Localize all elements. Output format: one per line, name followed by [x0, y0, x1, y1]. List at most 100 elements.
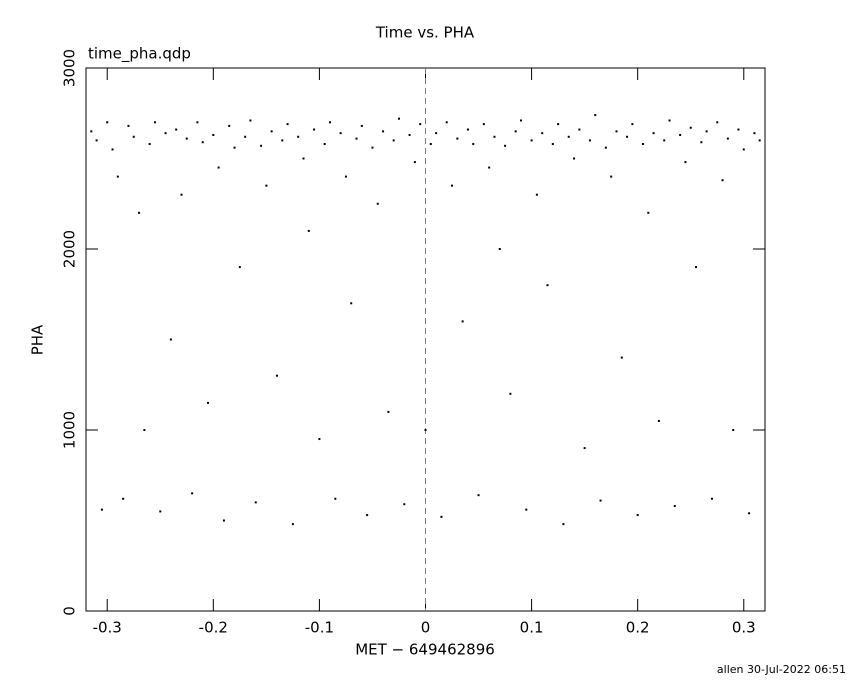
point	[344, 175, 347, 178]
footer: allen 30-Jul-2022 06:51	[717, 663, 846, 676]
point	[583, 447, 586, 450]
point	[329, 121, 332, 124]
point	[695, 266, 698, 269]
point	[413, 161, 416, 164]
point	[504, 144, 507, 147]
point	[222, 519, 225, 522]
point	[355, 137, 358, 140]
y-tick-label: 0	[61, 606, 79, 616]
point	[700, 141, 703, 144]
x-tick-label: -0.3	[93, 619, 122, 637]
point	[419, 123, 422, 126]
x-tick-label: 0.2	[626, 619, 650, 637]
point	[297, 135, 300, 138]
point	[466, 128, 469, 131]
point	[159, 510, 162, 513]
point	[461, 320, 464, 323]
point	[318, 438, 321, 441]
point	[641, 143, 644, 146]
point	[339, 132, 342, 135]
chart-title: Time vs. PHA	[375, 24, 475, 42]
point	[753, 132, 756, 135]
point	[249, 119, 252, 122]
point	[265, 184, 268, 187]
point	[684, 161, 687, 164]
point	[509, 392, 512, 395]
point	[275, 374, 278, 377]
point	[578, 128, 581, 131]
point	[360, 124, 363, 127]
point	[435, 132, 438, 135]
point	[721, 179, 724, 182]
chart-subtitle: time_pha.qdp	[88, 45, 191, 64]
y-tick-label: 2000	[61, 230, 79, 268]
point	[286, 123, 289, 126]
point	[604, 146, 607, 149]
x-tick-label: 0	[421, 619, 431, 637]
point	[541, 132, 544, 135]
point	[254, 501, 257, 504]
point	[185, 137, 188, 140]
point	[732, 429, 735, 431]
point	[376, 202, 379, 205]
point	[546, 284, 549, 287]
point	[710, 497, 713, 500]
point	[196, 121, 199, 124]
point	[100, 508, 103, 511]
x-tick-label: -0.1	[305, 619, 334, 637]
point	[116, 175, 119, 178]
point	[397, 117, 400, 120]
point	[689, 126, 692, 129]
point	[530, 139, 533, 142]
point	[514, 130, 517, 133]
point	[350, 302, 353, 305]
point	[164, 132, 167, 135]
point	[519, 119, 522, 122]
point	[445, 121, 448, 124]
point	[573, 157, 576, 160]
point	[488, 166, 491, 169]
point	[652, 132, 655, 135]
point	[615, 130, 618, 133]
point	[663, 139, 666, 142]
point	[742, 148, 745, 151]
y-tick-label: 3000	[61, 49, 79, 87]
point	[429, 143, 432, 146]
point	[201, 141, 204, 144]
point	[212, 133, 215, 136]
point	[382, 130, 385, 133]
point	[270, 130, 273, 133]
point	[132, 135, 135, 138]
point	[127, 124, 130, 127]
point	[138, 211, 141, 214]
point	[636, 514, 639, 517]
point	[233, 146, 236, 149]
point	[291, 523, 294, 526]
point	[551, 143, 554, 146]
y-tick-label: 1000	[61, 411, 79, 449]
point	[716, 121, 719, 124]
point	[599, 499, 602, 502]
point	[371, 146, 374, 149]
point	[726, 137, 729, 140]
x-tick-label: -0.2	[199, 619, 228, 637]
point	[472, 143, 475, 146]
point	[307, 229, 310, 232]
point	[169, 338, 172, 341]
point	[588, 139, 591, 142]
point	[562, 523, 565, 526]
point	[191, 492, 194, 495]
point	[626, 135, 629, 138]
point	[758, 139, 761, 142]
point	[408, 133, 411, 136]
point	[557, 123, 560, 126]
point	[451, 184, 454, 187]
point	[143, 429, 146, 431]
point	[647, 211, 650, 214]
point	[95, 139, 98, 142]
point	[244, 135, 247, 138]
point	[737, 128, 740, 131]
point	[334, 497, 337, 500]
point	[493, 135, 496, 138]
point	[657, 419, 660, 422]
